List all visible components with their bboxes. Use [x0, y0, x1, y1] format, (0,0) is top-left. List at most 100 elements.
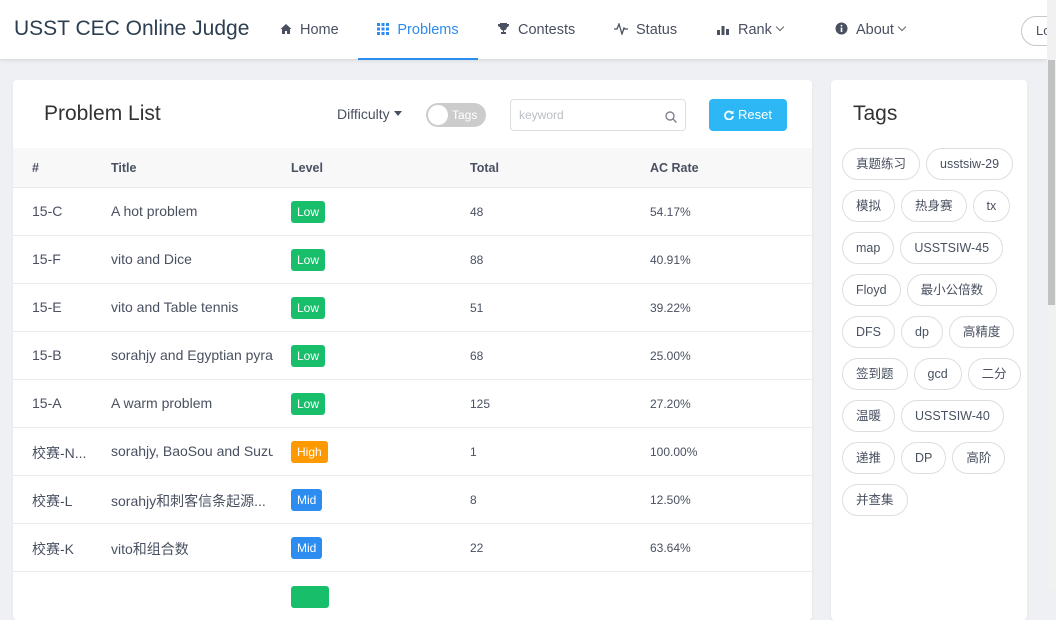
- tag-pill[interactable]: dp: [901, 316, 943, 348]
- problem-title[interactable]: sorahjy and Egyptian pyramids: [111, 347, 273, 363]
- nav-item[interactable]: Status: [614, 0, 677, 60]
- table-row[interactable]: 15-F vito and Dice Low 88 40.91%: [13, 236, 812, 284]
- column-header: AC Rate: [650, 161, 699, 175]
- level-tag: Low: [291, 297, 326, 319]
- nav-item[interactable]: About: [835, 0, 907, 60]
- total: 68: [470, 349, 484, 363]
- total: 51: [470, 301, 484, 315]
- problem-id: 校赛-N...: [32, 445, 87, 461]
- table-row[interactable]: 15-B sorahjy and Egyptian pyramids Low 68 25…: [13, 332, 812, 380]
- table-row[interactable]: 校赛-K vito和组合数 Mid 22 63.64%: [13, 524, 812, 572]
- problem-title[interactable]: A warm problem: [111, 395, 213, 411]
- nav-icon: [377, 23, 390, 35]
- table-header: # Title Level Total AC Rate: [13, 148, 812, 188]
- logo[interactable]: USST CEC Online Judge: [14, 17, 250, 40]
- problem-title[interactable]: sorahjy, BaoSou and Suzu: [111, 443, 273, 459]
- total: 48: [470, 205, 484, 219]
- tag-pill[interactable]: 二分: [967, 358, 1021, 390]
- nav-item[interactable]: Problems: [358, 0, 478, 60]
- tag-pill[interactable]: 温暖: [842, 400, 896, 432]
- nav-label: Status: [636, 22, 678, 38]
- tag-pill[interactable]: tx: [972, 190, 1011, 222]
- nav-label: Problems: [397, 22, 459, 38]
- ac-rate: 40.91%: [650, 253, 691, 267]
- card-title: Problem List: [44, 102, 161, 125]
- tags-switch[interactable]: Tags: [426, 103, 486, 127]
- ac-rate: 54.17%: [650, 205, 691, 219]
- nav-icon: [835, 22, 848, 35]
- problem-id: 校赛-K: [32, 541, 74, 557]
- placeholder: keyword: [519, 108, 564, 122]
- nav-label: Home: [300, 22, 339, 38]
- table-row[interactable]: 校赛-L sorahjy和刺客信条起源... Mid 8 12.50%: [13, 476, 812, 524]
- column-header: Total: [470, 161, 499, 175]
- nav-icon: [498, 23, 509, 34]
- level-tag: Mid: [291, 537, 323, 559]
- tag-pill[interactable]: 真题练习: [842, 148, 921, 180]
- tag-pill[interactable]: gcd: [913, 358, 962, 390]
- table-row[interactable]: 15-C A hot problem Low 48 54.17%: [13, 188, 812, 236]
- nav-label: Contests: [518, 22, 576, 38]
- problem-card: Problem List Difficulty Tags keyword Res…: [13, 80, 812, 620]
- total: 8: [470, 493, 477, 507]
- nav-item[interactable]: Home: [280, 0, 339, 60]
- problem-id: 15-C: [32, 203, 63, 219]
- tag-pill[interactable]: DFS: [842, 316, 895, 348]
- ac-rate: 39.22%: [650, 301, 691, 315]
- nav-label: Rank: [738, 22, 772, 38]
- tag-list: 真题练习 usstsiw-29 模拟 热身赛 tx map USSTSIW-45 Floyd 最…: [842, 148, 1022, 516]
- tag-pill[interactable]: 最小公倍数: [906, 274, 998, 306]
- problem-id: 校赛-L: [32, 493, 73, 509]
- ac-rate: 25.00%: [650, 349, 691, 363]
- problem-id: 15-B: [32, 347, 62, 363]
- tag-pill[interactable]: map: [842, 232, 895, 264]
- problem-id: 15-F: [32, 251, 61, 267]
- tag-pill[interactable]: usstsiw-29: [926, 148, 1014, 180]
- problem-title[interactable]: vito and Table tennis: [111, 299, 239, 315]
- caret: [897, 22, 907, 32]
- problem-title[interactable]: A hot problem: [111, 203, 198, 219]
- table-row[interactable]: 15-E vito and Table tennis Low 51 39.22%: [13, 284, 812, 332]
- caret: [775, 22, 785, 32]
- problem-id: 15-A: [32, 395, 62, 411]
- nav-icon: [717, 26, 729, 35]
- level-tag: Low: [291, 201, 326, 223]
- tag-pill[interactable]: Floyd: [842, 274, 901, 306]
- level-tag: Mid: [291, 489, 323, 511]
- problem-title[interactable]: vito和组合数: [111, 541, 189, 557]
- table-row[interactable]: 校赛-N... sorahjy, BaoSou and Suzu High 1 100.…: [13, 428, 812, 476]
- page: USST CEC Online Judge *{box-sizing:borde…: [0, 0, 1056, 589]
- problem-id: 15-E: [32, 299, 62, 315]
- reset-button[interactable]: Reset: [709, 99, 787, 131]
- table-row[interactable]: 15-A A warm problem Low 125 27.20%: [13, 380, 812, 428]
- tag-pill[interactable]: 热身赛: [901, 190, 967, 222]
- difficulty-dropdown[interactable]: Difficulty: [337, 106, 402, 122]
- tag-pill[interactable]: 高阶: [952, 442, 1006, 474]
- problem-title[interactable]: vito and Dice: [111, 251, 192, 267]
- tag-pill[interactable]: USSTSIW-40: [901, 400, 1004, 432]
- tag-pill[interactable]: DP: [901, 442, 947, 474]
- nav-icon: [614, 22, 628, 37]
- card-title: Tags: [853, 102, 898, 125]
- tags-card: Tags 真题练习 usstsiw-29 模拟 热身赛 tx map USSTSIW-45 F…: [831, 80, 1027, 620]
- total: 22: [470, 541, 484, 555]
- nav-icon: [280, 24, 292, 34]
- problem-title[interactable]: sorahjy和刺客信条起源...: [111, 493, 266, 509]
- tag-pill[interactable]: 高精度: [948, 316, 1015, 348]
- tag-pill[interactable]: 模拟: [842, 190, 896, 222]
- total: 88: [470, 253, 484, 267]
- ac-rate: 12.50%: [650, 493, 691, 507]
- tag-pill[interactable]: USSTSIW-45: [900, 232, 1004, 264]
- tag-pill[interactable]: 签到题: [842, 358, 908, 390]
- search-input[interactable]: keyword: [510, 99, 686, 131]
- scrollbar-thumb[interactable]: [1048, 60, 1055, 305]
- nav-item[interactable]: Rank: [717, 0, 785, 60]
- body: {"header":{"title":"USST CEC Online Judg…: [0, 0, 1056, 589]
- total: 1: [470, 445, 477, 459]
- ac-rate: 100.00%: [650, 445, 698, 459]
- level-tag: High: [291, 441, 328, 463]
- tag-pill[interactable]: 并查集: [842, 484, 908, 516]
- level-tag: Low: [291, 393, 326, 415]
- nav-item[interactable]: Contests: [497, 0, 575, 60]
- tag-pill[interactable]: 递推: [842, 442, 896, 474]
